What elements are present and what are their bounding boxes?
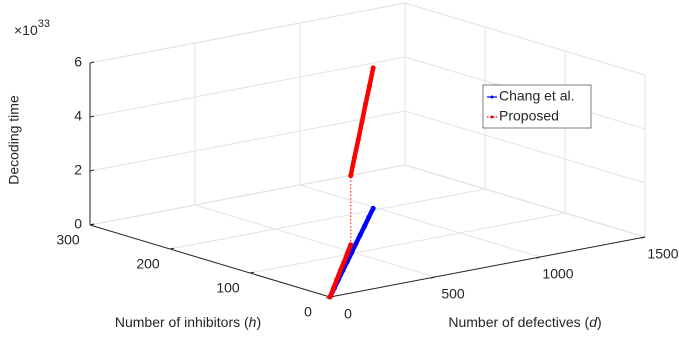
x-axis-label: Number of defectives (d) [448, 314, 601, 330]
x-tick-label: 0 [344, 306, 352, 322]
z-exponent-base: ×10 [14, 22, 38, 38]
z-tick-label: 0 [74, 216, 82, 232]
series-segment [352, 137, 361, 160]
x-label-part: ) [597, 314, 602, 330]
point [337, 268, 343, 274]
y-tick [249, 271, 255, 274]
grid-line [89, 56, 406, 118]
x-axis [329, 236, 646, 298]
point [366, 214, 372, 220]
z-tick [89, 223, 95, 226]
grid-line [89, 110, 406, 172]
point [334, 277, 340, 283]
z-tick-label: 2 [74, 162, 82, 178]
point [370, 205, 376, 211]
z-tick [89, 115, 95, 118]
point [348, 242, 354, 248]
x-tick [640, 236, 646, 239]
y-tick-label: 0 [304, 304, 312, 320]
y-tick-label: 200 [136, 256, 160, 272]
x-tick [535, 256, 541, 259]
series-segment [367, 65, 376, 89]
y-label-part: ) [256, 314, 261, 330]
x-tick-label: 1500 [647, 246, 678, 262]
x-tick [430, 276, 436, 279]
point [348, 173, 354, 179]
x-label-var: d [589, 314, 598, 330]
z-tick [89, 61, 95, 64]
legend-box [482, 84, 592, 129]
series-segment [363, 83, 372, 107]
series-segment [356, 119, 365, 143]
point [367, 83, 372, 89]
point [330, 285, 336, 291]
point [341, 259, 347, 265]
series-segment [359, 101, 368, 125]
y-axis [89, 224, 331, 298]
y-label-part: Number of inhibitors ( [115, 314, 249, 330]
x-tick-label: 500 [441, 286, 465, 302]
y-tick [169, 247, 175, 250]
point [351, 155, 357, 161]
series-segment [348, 155, 357, 178]
z-tick-label: 4 [74, 108, 82, 124]
grid-line [404, 164, 646, 238]
grid-line [404, 110, 646, 184]
point [344, 250, 350, 256]
point [357, 232, 363, 238]
point [359, 119, 365, 125]
z-axis-label: Decoding time [6, 95, 22, 185]
grid-line [89, 2, 406, 64]
grid-line [299, 184, 541, 258]
legend-label: Proposed [499, 108, 559, 124]
point [363, 101, 369, 107]
grid-line [194, 204, 436, 278]
y-label-var: h [249, 314, 257, 330]
x-tick-label: 1000 [542, 266, 573, 282]
y-axis-label: Number of inhibitors (h) [115, 314, 261, 330]
legend-marker [490, 95, 494, 99]
grid-line [169, 188, 486, 250]
z-tick-label: 6 [74, 54, 82, 70]
point [355, 137, 361, 143]
grid-line [404, 2, 646, 76]
y-tick-label: 300 [56, 232, 80, 248]
legend-marker [490, 115, 494, 119]
point [370, 65, 376, 71]
back-wall [89, 2, 406, 226]
point [353, 241, 359, 247]
legend: Chang et al. Proposed [482, 84, 592, 129]
point [327, 294, 333, 300]
point [362, 223, 368, 229]
z-exponent: ×1033 [14, 18, 50, 38]
x-label-part: Number of defectives ( [448, 314, 589, 330]
y-tick-label: 100 [216, 280, 240, 296]
z-exponent-power: 33 [38, 18, 50, 30]
z-tick [89, 169, 95, 172]
grid-line [249, 212, 566, 274]
legend-label: Chang et al. [499, 88, 575, 104]
grid-line [89, 164, 406, 226]
